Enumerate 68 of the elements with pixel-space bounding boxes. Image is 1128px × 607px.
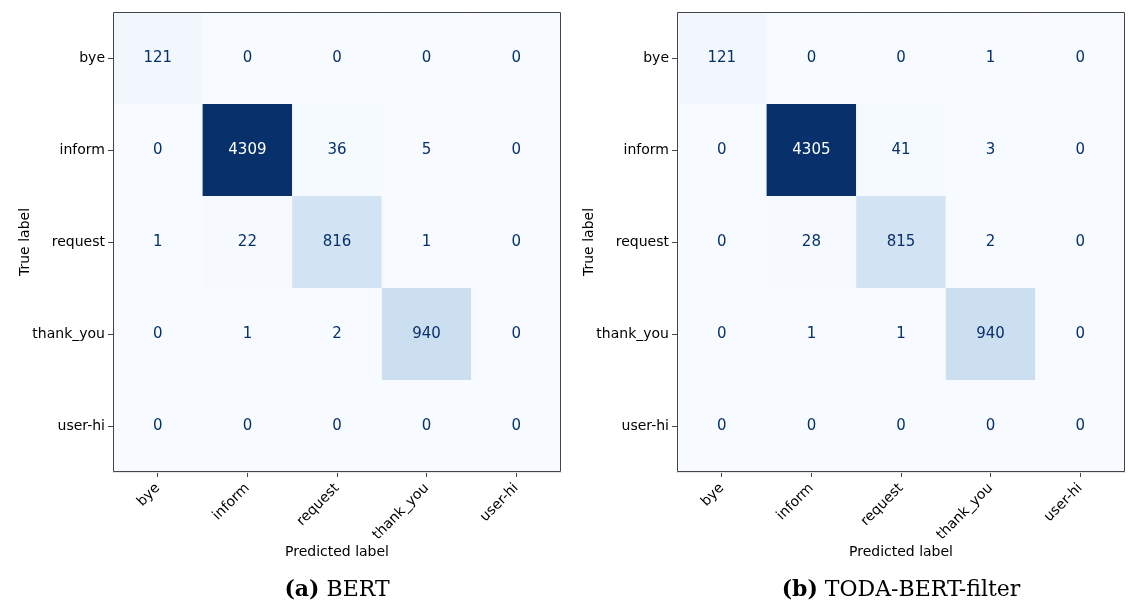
y-tick-label: user-hi — [621, 416, 669, 433]
data-label: 0 — [332, 47, 342, 66]
data-label: 121 — [707, 47, 737, 66]
data-label: 0 — [1075, 231, 1085, 250]
data-label: 940 — [412, 323, 441, 342]
data-label: 41 — [891, 139, 911, 158]
data-label: 1 — [242, 323, 253, 342]
data-label: 1 — [153, 231, 163, 250]
y-tick-label: thank_you — [596, 324, 669, 341]
data-label: 2 — [332, 323, 342, 342]
data-label: 1 — [896, 323, 906, 342]
y-tick-label: request — [615, 232, 670, 249]
y-tick-label: bye — [643, 48, 669, 65]
data-label: 0 — [1075, 47, 1085, 66]
data-label: 0 — [511, 47, 521, 66]
y-tick-label: inform — [623, 140, 669, 157]
data-label: 0 — [806, 415, 817, 434]
text: (a) BERT — [284, 575, 390, 601]
data-label: 4309 — [228, 139, 267, 158]
x-axis-title: Predicted label — [848, 543, 954, 560]
x-axis-title: Predicted label — [284, 543, 390, 560]
data-label: 0 — [511, 231, 521, 250]
x-tick-label: bye — [696, 479, 727, 509]
text: (b) TODA-BERT-filter — [781, 575, 1021, 601]
data-label: 121 — [143, 47, 173, 66]
data-label: 0 — [717, 139, 727, 158]
data-label: 0 — [153, 323, 163, 342]
data-label: 0 — [717, 415, 727, 434]
y-tick-label: bye — [79, 48, 105, 65]
data-label: 0 — [511, 323, 521, 342]
data-label: 0 — [153, 415, 163, 434]
data-label: 1 — [806, 323, 817, 342]
y-axis-title: True label — [16, 207, 33, 278]
data-label: 0 — [896, 415, 906, 434]
data-label: 36 — [327, 139, 347, 158]
data-label: 0 — [1075, 415, 1085, 434]
data-label: 4305 — [792, 139, 831, 158]
data-label: 0 — [1075, 139, 1085, 158]
data-label: 0 — [421, 47, 432, 66]
data-label: 0 — [1075, 323, 1085, 342]
data-label: 2 — [985, 231, 996, 250]
data-label: 22 — [237, 231, 257, 250]
data-label: 940 — [976, 323, 1005, 342]
data-label: 1 — [421, 231, 432, 250]
data-label: 28 — [801, 231, 821, 250]
data-label: 0 — [511, 139, 521, 158]
data-label: 816 — [322, 231, 352, 250]
data-label: 0 — [806, 47, 817, 66]
data-label: 0 — [332, 415, 342, 434]
data-label: 0 — [242, 415, 253, 434]
data-label: 815 — [886, 231, 916, 250]
y-tick-label: inform — [59, 140, 105, 157]
y-tick-label: request — [51, 232, 106, 249]
data-label: 0 — [717, 323, 727, 342]
data-label: 0 — [153, 139, 163, 158]
y-axis-title: True label — [580, 207, 597, 278]
x-tick-label: bye — [132, 479, 163, 509]
y-tick-label: user-hi — [57, 416, 105, 433]
y-tick-label: thank_you — [32, 324, 105, 341]
data-label: 0 — [985, 415, 996, 434]
data-label: 0 — [896, 47, 906, 66]
data-label: 0 — [717, 231, 727, 250]
data-label: 1 — [985, 47, 996, 66]
data-label: 0 — [511, 415, 521, 434]
data-label: 0 — [421, 415, 432, 434]
data-label: 5 — [421, 139, 432, 158]
data-label: 3 — [985, 139, 996, 158]
data-label: 0 — [242, 47, 253, 66]
